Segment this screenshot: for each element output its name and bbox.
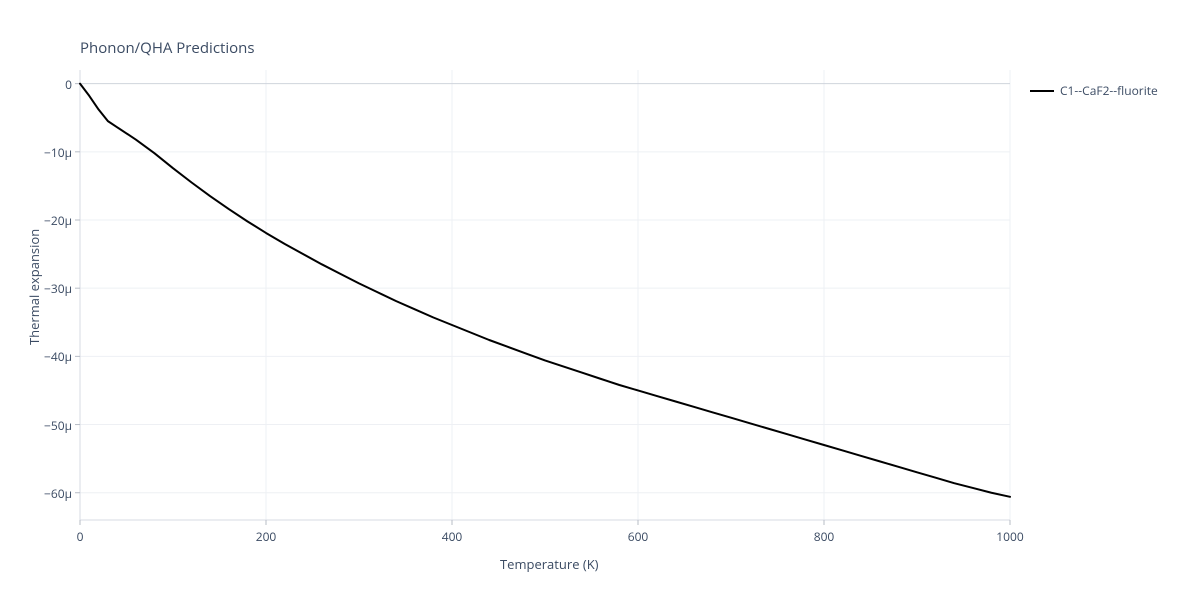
x-tick: 1000 bbox=[995, 528, 1025, 545]
x-tick: 600 bbox=[623, 528, 653, 545]
series-line[interactable] bbox=[80, 84, 1010, 497]
legend-swatch bbox=[1030, 90, 1054, 92]
y-tick: −60μ bbox=[30, 485, 72, 502]
chart-plot[interactable] bbox=[0, 0, 1200, 600]
y-tick: −10μ bbox=[30, 144, 72, 161]
y-tick: 0 bbox=[30, 76, 72, 93]
y-tick: −40μ bbox=[30, 348, 72, 365]
x-tick: 400 bbox=[437, 528, 467, 545]
chart-container: { "chart": { "type": "line", "title": "P… bbox=[0, 0, 1200, 600]
x-tick: 800 bbox=[809, 528, 839, 545]
x-tick: 0 bbox=[65, 528, 95, 545]
legend[interactable]: C1--CaF2--fluorite bbox=[1030, 82, 1158, 99]
y-tick: −20μ bbox=[30, 212, 72, 229]
x-tick: 200 bbox=[251, 528, 281, 545]
y-tick: −50μ bbox=[30, 417, 72, 434]
legend-label: C1--CaF2--fluorite bbox=[1060, 82, 1158, 99]
y-tick: −30μ bbox=[30, 280, 72, 297]
